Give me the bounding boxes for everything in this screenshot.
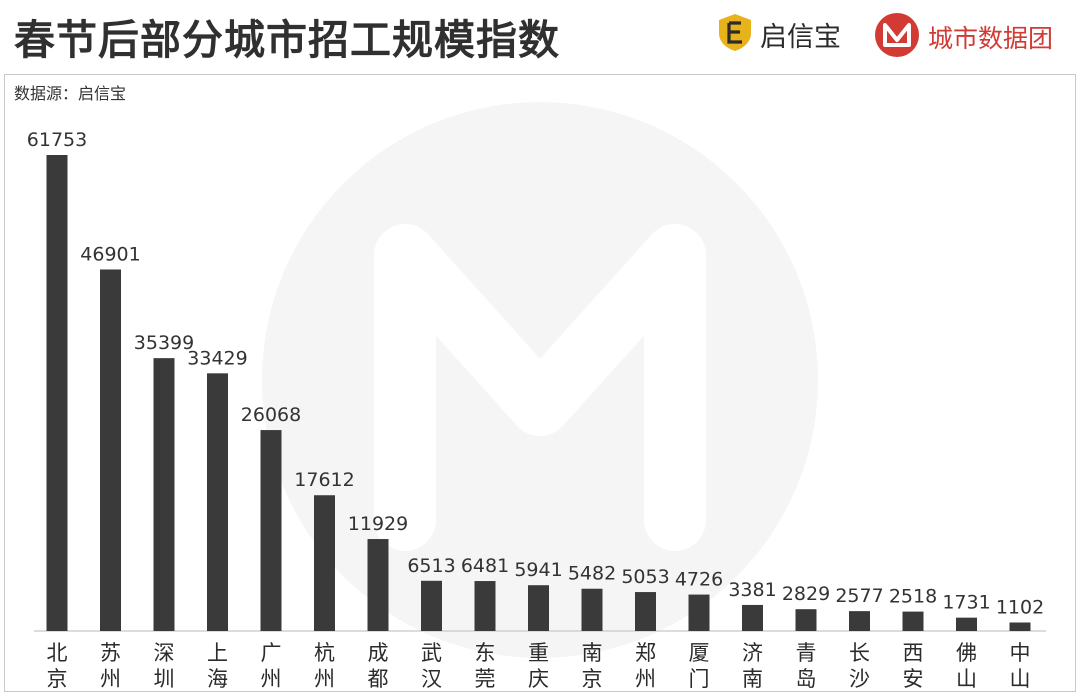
city-data-logo-icon [874,12,920,62]
value-label-4: 26068 [241,404,301,426]
bar-0 [46,155,68,631]
bar-2 [153,358,175,631]
category-label-6-0: 成 [368,641,389,665]
value-label-7: 6513 [407,555,455,577]
data-source-label: 数据源：启信宝 [14,84,127,103]
category-label-3-0: 上 [207,641,228,665]
shield-logo-icon [716,12,754,56]
bar-7 [421,580,442,631]
category-label-10-1: 京 [582,667,603,691]
category-label-11-1: 州 [635,667,656,691]
value-label-1: 46901 [80,243,140,265]
category-label-4-1: 州 [261,667,282,691]
category-label-2-0: 深 [154,641,175,665]
category-label-7-1: 汉 [421,667,442,691]
value-label-5: 17612 [294,469,354,491]
chart-frame [4,74,1076,692]
category-label-8-0: 东 [475,641,496,665]
category-label-0-0: 北 [47,641,68,665]
bar-12 [688,594,710,631]
brand-qixinbao: 启信宝 [716,12,841,56]
chart-title: 春节后部分城市招工规模指数 [14,16,560,64]
category-label-5-1: 州 [314,667,335,691]
bar-18 [1009,622,1031,631]
value-label-16: 2518 [889,586,937,608]
value-label-13: 3381 [728,579,776,601]
bar-14 [795,609,817,631]
value-label-2: 35399 [134,332,194,354]
bar-4 [260,430,282,631]
bar-16 [902,611,924,631]
category-label-18-1: 山 [1010,667,1031,691]
category-label-1-0: 苏 [100,641,121,665]
bar-11 [635,592,656,631]
value-label-17: 1731 [942,592,990,614]
value-label-6: 11929 [348,513,408,535]
category-label-6-1: 都 [368,667,389,691]
bar-6 [367,539,389,631]
category-label-15-1: 沙 [849,667,870,691]
category-label-10-0: 南 [582,641,603,665]
category-label-5-0: 杭 [314,641,335,665]
category-label-12-1: 门 [689,667,710,691]
category-label-4-0: 广 [261,641,282,665]
value-label-11: 5053 [621,566,669,588]
value-label-0: 61753 [27,129,87,151]
category-label-2-1: 圳 [154,667,175,691]
category-label-14-0: 青 [796,641,817,665]
value-label-8: 6481 [461,555,509,577]
category-label-0-1: 京 [47,667,68,691]
bar-series: 61753北京46901苏州35399深圳33429上海26068广州17612… [27,129,1044,691]
watermark-logo [262,102,818,658]
bar-9 [528,585,549,631]
category-label-13-1: 南 [742,667,763,691]
bar-13 [742,604,763,631]
category-label-15-0: 长 [849,641,870,665]
brand-city-data-team-text: 城市数据团 [928,24,1054,53]
value-label-9: 5941 [514,559,562,581]
value-label-12: 4726 [675,569,723,591]
category-label-17-0: 佛 [956,641,977,665]
bar-1 [100,269,121,631]
category-label-18-0: 中 [1010,641,1031,665]
value-label-10: 5482 [568,563,616,585]
value-label-3: 33429 [187,347,247,369]
bar-15 [849,611,870,631]
brand-qixinbao-text: 启信宝 [760,21,841,53]
bar-5 [314,495,335,631]
bar-8 [474,581,496,631]
category-label-17-1: 山 [956,667,977,691]
category-label-1-1: 州 [100,667,121,691]
category-label-7-0: 武 [421,641,442,665]
category-label-12-0: 厦 [689,641,710,665]
category-label-9-0: 重 [528,641,549,665]
brand-city-data-team: 城市数据团 [874,12,1053,62]
category-label-9-1: 庆 [528,667,549,691]
category-label-11-0: 郑 [635,641,656,665]
category-label-16-1: 安 [903,667,924,691]
value-label-15: 2577 [835,585,883,607]
category-label-14-1: 岛 [796,667,817,691]
bar-10 [581,588,603,631]
bar-3 [207,373,228,631]
category-label-13-0: 济 [742,641,763,665]
category-label-8-1: 莞 [475,667,496,691]
category-label-3-1: 海 [207,667,228,691]
category-label-16-0: 西 [903,641,924,665]
bar-17 [956,617,977,631]
value-label-18: 1102 [996,597,1044,619]
value-label-14: 2829 [782,583,830,605]
